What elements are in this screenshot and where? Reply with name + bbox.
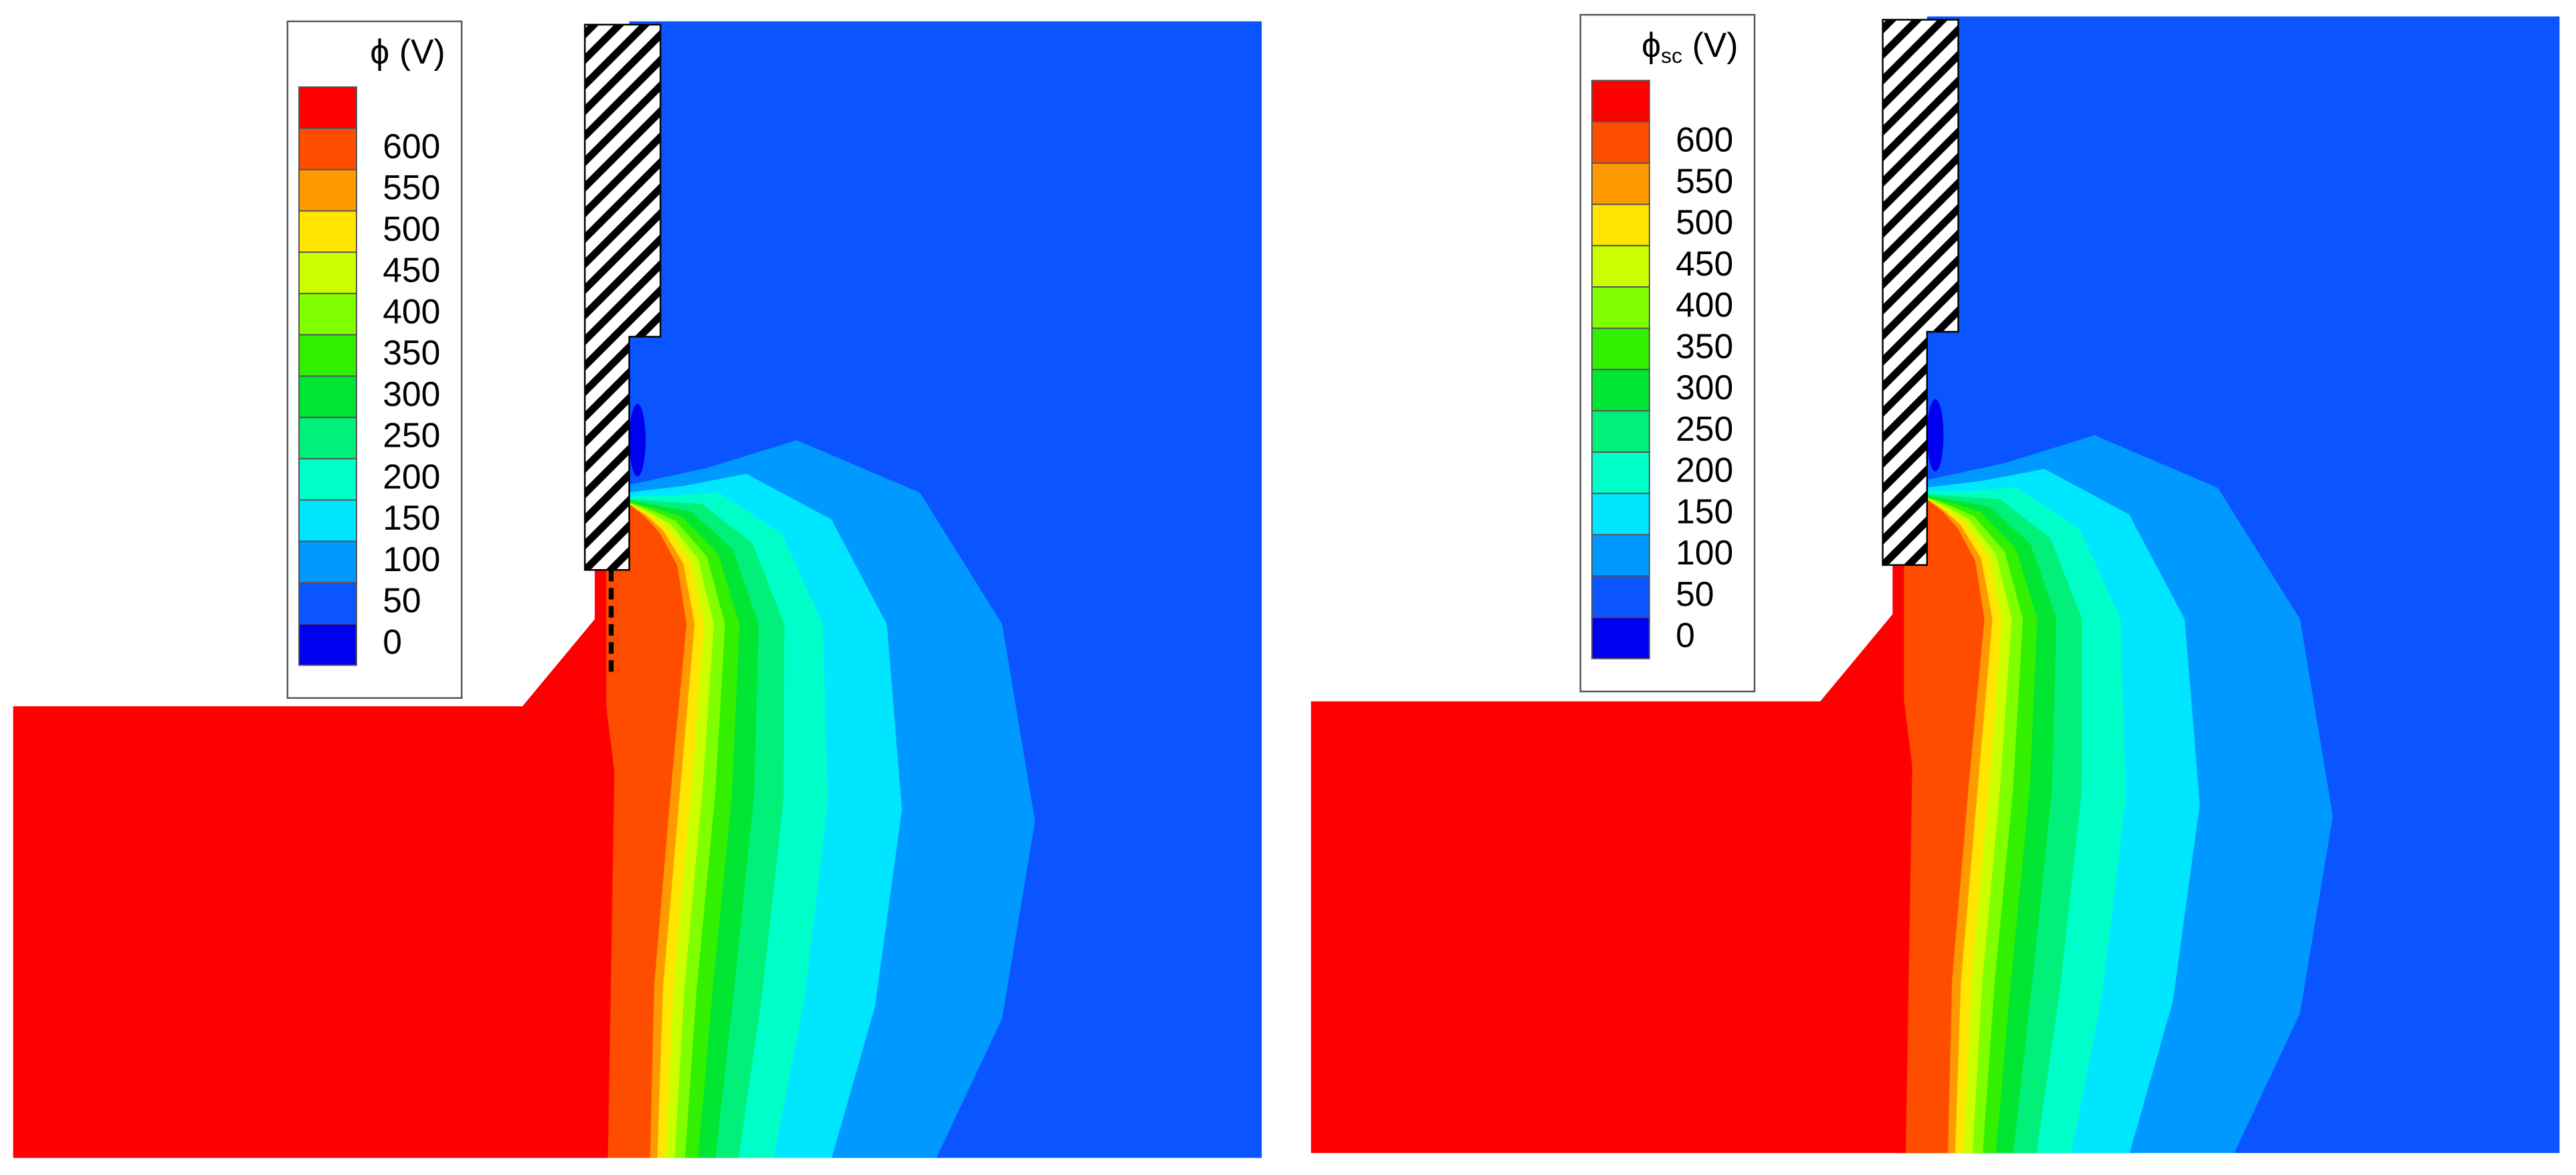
electrode bbox=[1882, 19, 1959, 566]
legend-swatch bbox=[298, 334, 357, 377]
legend-swatch bbox=[298, 210, 357, 253]
legend-label: 0 bbox=[383, 622, 402, 661]
legend-label: 600 bbox=[383, 126, 440, 165]
legend-label: 450 bbox=[383, 251, 440, 290]
legend-label: 550 bbox=[1676, 161, 1733, 200]
legend-swatch bbox=[1591, 162, 1650, 205]
legend-swatch bbox=[298, 540, 357, 584]
legend-swatch bbox=[1591, 451, 1650, 494]
legend-label: 400 bbox=[383, 292, 440, 330]
contour-band bbox=[1926, 399, 1944, 471]
legend-label: 0 bbox=[1676, 616, 1695, 655]
legend-title-symbol: ϕ bbox=[1642, 25, 1661, 64]
legend-swatch bbox=[1591, 575, 1650, 619]
legend-swatch bbox=[298, 292, 357, 336]
contour-panel bbox=[13, 21, 1262, 1158]
legend-title-unit: (V) bbox=[399, 32, 445, 71]
legend-label: 400 bbox=[1676, 286, 1733, 324]
legend-swatch bbox=[1591, 245, 1650, 288]
legend-title-symbol: ϕ bbox=[370, 32, 389, 71]
legend-label: 250 bbox=[383, 416, 440, 455]
legend-swatch bbox=[298, 499, 357, 542]
legend-label: 150 bbox=[383, 498, 440, 537]
legend-label: 150 bbox=[1676, 492, 1733, 530]
legend-label: 300 bbox=[383, 375, 440, 413]
legend-label: 350 bbox=[1676, 326, 1733, 365]
legend-swatch bbox=[298, 623, 357, 666]
legend-title: ϕsc (V) bbox=[1642, 25, 1738, 68]
legend-swatch bbox=[298, 457, 357, 501]
contour-band bbox=[1310, 564, 1912, 1154]
legend-label: 200 bbox=[1676, 451, 1733, 490]
legend-title: ϕ (V) bbox=[370, 32, 445, 71]
contour-band bbox=[13, 570, 615, 1158]
legend-swatch bbox=[298, 417, 357, 459]
legend-swatch bbox=[298, 375, 357, 419]
legend: ϕsc (V)6005505004504003503002502001501005… bbox=[1579, 13, 1756, 693]
legend-label: 450 bbox=[1676, 244, 1733, 283]
legend-label: 550 bbox=[383, 168, 440, 207]
electrode bbox=[584, 23, 662, 571]
contour-band bbox=[1896, 500, 1985, 1154]
contour-band bbox=[629, 404, 646, 477]
legend-swatch bbox=[1591, 368, 1650, 412]
legend-swatch bbox=[1591, 410, 1650, 453]
legend-swatch bbox=[298, 127, 357, 171]
legend-swatch bbox=[298, 251, 357, 294]
contour-band bbox=[597, 505, 687, 1158]
legend-title-subscript: sc bbox=[1661, 43, 1682, 68]
legend-label: 500 bbox=[1676, 203, 1733, 241]
legend-title-unit: (V) bbox=[1692, 25, 1739, 64]
legend-label: 100 bbox=[1676, 533, 1733, 572]
legend-label: 50 bbox=[1676, 574, 1714, 613]
legend-label: 100 bbox=[383, 540, 440, 578]
legend-swatch bbox=[1591, 286, 1650, 329]
legend-swatch bbox=[1591, 203, 1650, 247]
legend-swatch bbox=[1591, 327, 1650, 370]
legend-label: 200 bbox=[383, 457, 440, 496]
legend-swatch bbox=[1591, 492, 1650, 536]
legend-swatch bbox=[1591, 617, 1650, 659]
legend-swatch bbox=[1591, 534, 1650, 577]
legend-label: 350 bbox=[383, 333, 440, 372]
legend-swatch bbox=[1591, 121, 1650, 164]
contour-panel bbox=[1310, 16, 2560, 1154]
legend-label: 500 bbox=[383, 209, 440, 248]
legend-swatch bbox=[1591, 80, 1650, 123]
legend-label: 250 bbox=[1676, 409, 1733, 448]
legend-swatch bbox=[298, 86, 357, 129]
legend-label: 300 bbox=[1676, 368, 1733, 407]
legend-swatch bbox=[298, 582, 357, 625]
legend-label: 50 bbox=[383, 581, 421, 620]
legend-swatch bbox=[298, 169, 357, 212]
legend-label: 600 bbox=[1676, 120, 1733, 159]
